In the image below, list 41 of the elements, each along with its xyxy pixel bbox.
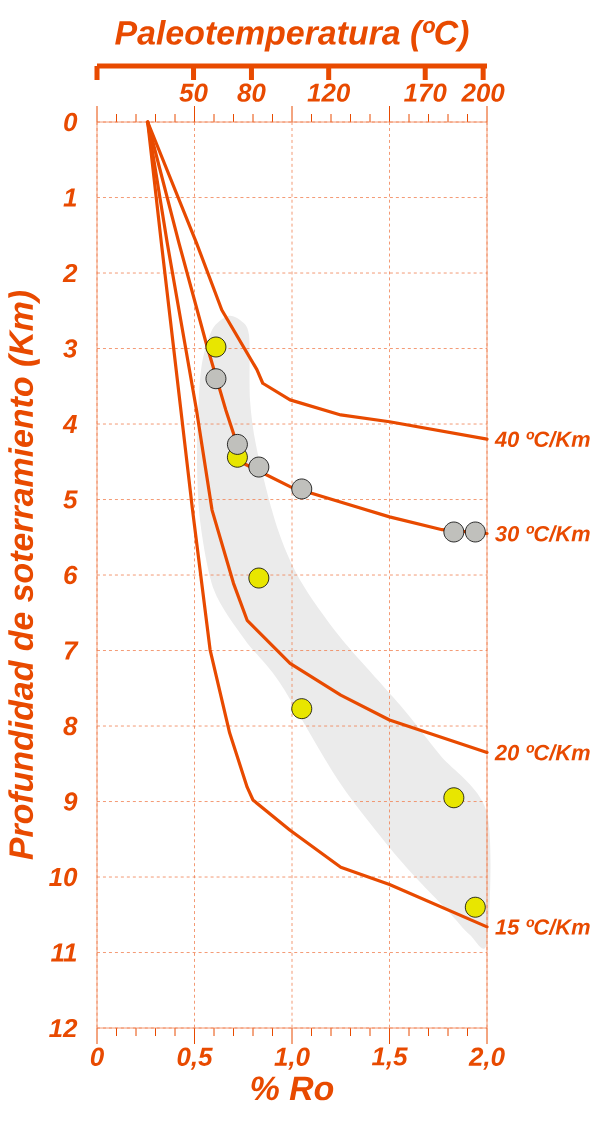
point (443, 787, 465, 809)
y-tick-label: 1 (63, 188, 77, 207)
point (248, 567, 270, 589)
point (443, 521, 465, 543)
y-tick-label: 2 (62, 263, 78, 283)
x-tick-label: 2,0 (468, 1047, 505, 1070)
y-tick-label: 11 (51, 943, 77, 962)
y-tick-label: 3 (63, 339, 78, 358)
point (205, 336, 227, 358)
x2-tick-label: 200 (461, 83, 505, 102)
point (464, 896, 486, 918)
y-tick-label: 8 (63, 716, 78, 736)
y-tick-label: 9 (63, 792, 78, 811)
series-label: 40 ºC/Km (494, 430, 590, 448)
x-tick-label: 0,5 (177, 1047, 213, 1070)
y-tick-label: 7 (64, 641, 79, 660)
point (205, 368, 227, 390)
x2-tick-label: 50 (179, 83, 208, 102)
series-label: 15 ºC/Km (495, 918, 590, 936)
x-tick-label: 0 (90, 1047, 104, 1066)
y-tick-label: 12 (49, 1018, 78, 1038)
x2-tick-label: 170 (404, 83, 447, 102)
y-tick-label: 10 (49, 867, 78, 887)
x2-axis-title: Paleotemperatura (ºC) (115, 19, 469, 52)
x-tick-label: 1,0 (274, 1047, 310, 1070)
x2-tick-label: 120 (307, 83, 351, 102)
y-axis-title: Profundidad de soterramiento (Km) (8, 290, 40, 860)
point (291, 698, 313, 720)
x2-tick-label: 80 (237, 83, 266, 102)
x-tick-label: 1,5 (371, 1047, 408, 1070)
series-label: 20 ºC/Km (494, 744, 590, 761)
x-axis-title: % Ro (251, 1076, 334, 1101)
y-tick-label: 4 (62, 415, 78, 433)
point (227, 434, 248, 455)
y-tick-label: 0 (64, 112, 78, 132)
y-tick-label: 6 (64, 565, 78, 585)
point (248, 456, 270, 478)
series-label: 30 ºC/Km (495, 525, 590, 542)
point (464, 521, 486, 543)
point (291, 478, 313, 500)
y-tick-label: 5 (63, 490, 78, 509)
